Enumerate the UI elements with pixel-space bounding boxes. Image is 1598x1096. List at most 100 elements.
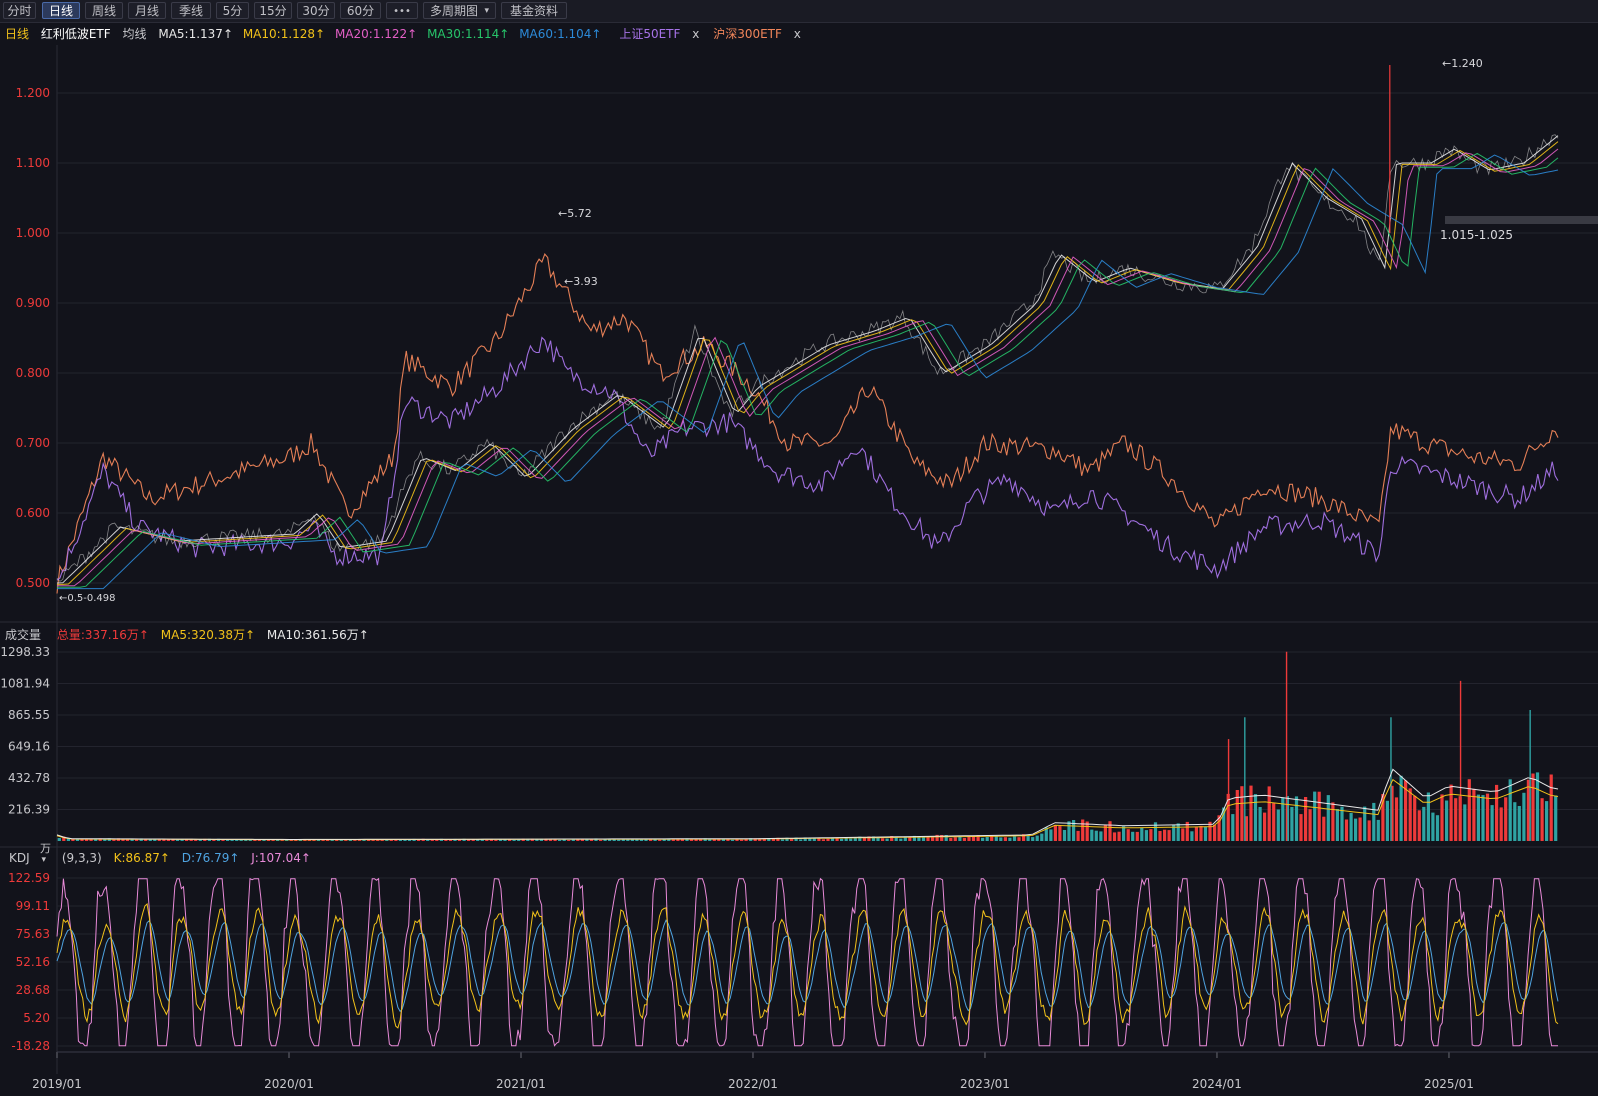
volume-bar [1217, 815, 1221, 841]
volume-bar [476, 839, 480, 841]
volume-bar [376, 839, 380, 841]
kdj-y-tick-label: 5.20 [23, 1011, 50, 1025]
volume-bar [1408, 788, 1412, 841]
volume-bar [617, 839, 621, 841]
tab-monthly[interactable]: 月线 [128, 2, 166, 19]
multi-period-label: 多周期图 [430, 4, 479, 18]
compare-sz50-label: 上证50ETF [619, 27, 681, 41]
volume-bar [1376, 819, 1380, 841]
volume-bar [362, 839, 366, 841]
volume-bar [967, 835, 971, 841]
fund-info-tab[interactable]: 基金资料 [501, 2, 567, 19]
kdj-k-value: K:86.87↑ [113, 851, 170, 865]
volume-bar [730, 839, 735, 841]
ma60-line [57, 154, 1559, 590]
volume-bar [985, 837, 989, 841]
ma-settings-label[interactable]: 均线 [122, 27, 147, 41]
remove-sz50-button[interactable]: x [692, 27, 700, 41]
volume-bar [489, 839, 493, 841]
volume-bar [853, 837, 857, 841]
volume-bar [840, 838, 844, 841]
kdj-params: (9,3,3) [61, 851, 102, 865]
volume-bar [1267, 786, 1271, 841]
volume-bar [203, 838, 207, 841]
volume-bar [185, 839, 189, 841]
volume-bar [298, 840, 302, 841]
volume-bar [148, 838, 152, 841]
volume-bar [75, 839, 80, 841]
price-y-tick-label: 0.600 [16, 506, 50, 520]
volume-bar [448, 839, 453, 841]
volume-bar [994, 836, 998, 841]
volume-bar [180, 839, 184, 841]
remove-hs300-button[interactable]: x [793, 27, 801, 41]
volume-bar [1172, 824, 1176, 841]
volume-bar [1363, 806, 1367, 841]
volume-bar [157, 838, 161, 841]
volume-bar [771, 838, 775, 841]
volume-bar [835, 838, 839, 841]
tab-30min[interactable]: 30分 [297, 2, 335, 19]
tab-daily[interactable]: 日线 [42, 2, 80, 19]
series-hs300-line [56, 253, 1559, 594]
kdj-d-value: D:76.79↑ [181, 851, 240, 865]
volume-bar [221, 839, 225, 841]
volume-bar [1308, 809, 1312, 841]
volume-bar [1331, 802, 1335, 841]
volume-bar [339, 839, 343, 841]
volume-bar [257, 839, 261, 841]
volume-bar [1526, 779, 1530, 841]
volume-bar [1135, 831, 1139, 841]
volume-bar [1122, 826, 1126, 841]
volume-bar [785, 837, 789, 841]
more-periods-button[interactable]: ••• [386, 2, 418, 19]
volume-bar [717, 838, 721, 841]
volume-bar [371, 839, 375, 841]
volume-bar [539, 838, 543, 841]
volume-bar [494, 839, 498, 841]
volume-bar [1426, 792, 1430, 841]
volume-bar [589, 839, 594, 841]
volume-bar [826, 838, 830, 841]
volume-bar [1435, 815, 1440, 841]
tab-60min[interactable]: 60分 [340, 2, 381, 19]
volume-bar [708, 838, 712, 841]
volume-bar [689, 839, 694, 841]
tab-5min[interactable]: 5分 [216, 2, 249, 19]
volume-bar [535, 839, 539, 841]
volume-bar [367, 839, 371, 841]
volume-bar [1126, 829, 1130, 841]
volume-bar [1035, 835, 1039, 841]
volume-bar [1340, 806, 1344, 841]
volume-bar [1076, 830, 1080, 841]
tab-15min[interactable]: 15分 [254, 2, 292, 19]
volume-bar [1103, 824, 1107, 841]
tab-intraday[interactable]: 分时 [3, 2, 36, 19]
volume-y-tick-label: 216.39 [8, 802, 50, 816]
volume-bar [1417, 810, 1421, 841]
tab-weekly[interactable]: 周线 [85, 2, 123, 19]
volume-bar [671, 839, 675, 841]
volume-bar [1381, 794, 1385, 841]
volume-bar [1481, 795, 1485, 841]
volume-bar [121, 839, 125, 841]
volume-bar [1390, 785, 1394, 841]
volume-bar [1149, 829, 1153, 841]
volume-bar [899, 838, 903, 841]
volume-bar [585, 838, 589, 841]
volume-bar [1299, 814, 1303, 841]
fund-name[interactable]: 红利低波ETF [40, 27, 111, 41]
multi-period-dropdown[interactable]: 多周期图 ▾ [423, 2, 496, 19]
volume-y-tick-label: 649.16 [8, 740, 50, 754]
volume-bar [1067, 821, 1071, 841]
volume-bar [999, 837, 1003, 841]
volume-bar [66, 838, 70, 841]
tab-quarterly[interactable]: 季线 [171, 2, 211, 19]
volume-bar [85, 838, 89, 841]
volume-bar [1445, 800, 1449, 841]
volume-bar [1222, 807, 1226, 841]
volume-bar [357, 840, 362, 841]
kdj-indicator-selector[interactable]: KDJ ▾ [9, 851, 58, 865]
volume-bar [744, 839, 748, 841]
